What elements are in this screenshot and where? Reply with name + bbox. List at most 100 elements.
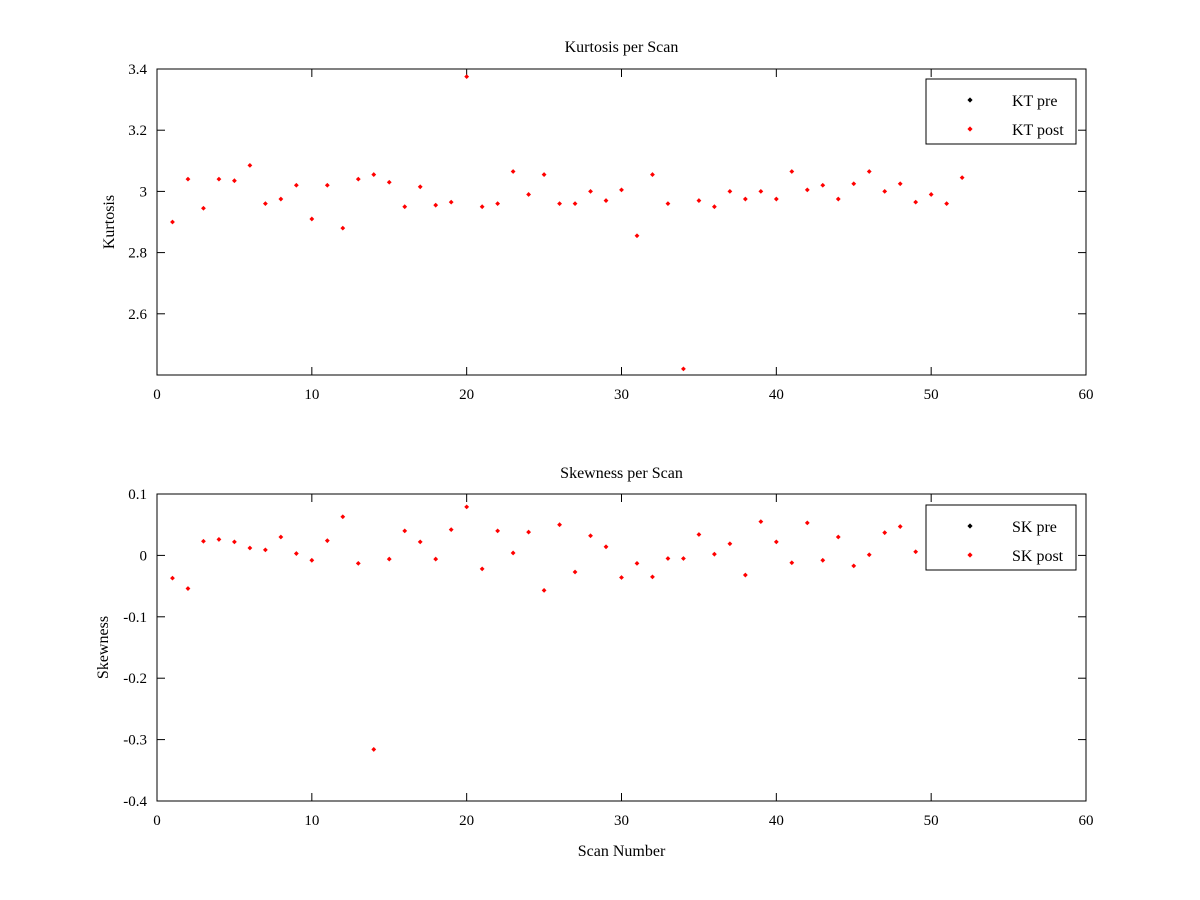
data-point bbox=[386, 556, 392, 562]
data-point bbox=[495, 201, 501, 207]
skewness-legend-box bbox=[925, 504, 1077, 571]
data-point bbox=[309, 216, 315, 222]
y-tick-label: 2.8 bbox=[128, 246, 147, 262]
data-point bbox=[324, 182, 330, 188]
data-point bbox=[510, 169, 516, 174]
kurtosis-y-axis-label: Kurtosis bbox=[101, 195, 118, 249]
kurtosis-points bbox=[170, 74, 965, 372]
x-tick-label: 0 bbox=[153, 813, 161, 829]
y-tick-label: 3.4 bbox=[128, 62, 147, 78]
data-point bbox=[835, 534, 841, 540]
x-tick-label: 10 bbox=[304, 813, 319, 829]
data-point bbox=[820, 182, 826, 188]
x-tick-label: 10 bbox=[304, 387, 319, 403]
data-point bbox=[293, 551, 299, 556]
data-point bbox=[758, 189, 764, 194]
data-point bbox=[464, 74, 470, 80]
data-point bbox=[773, 196, 779, 202]
data-point bbox=[634, 233, 640, 239]
data-point bbox=[464, 504, 470, 510]
data-point bbox=[293, 182, 299, 188]
data-point bbox=[588, 189, 593, 194]
kurtosis-ticks: 0 10 20 30 40 50 60 2.6 2.8 3 3.2 3.4 bbox=[128, 62, 1093, 403]
kurtosis-legend-box bbox=[925, 78, 1077, 145]
data-point bbox=[603, 544, 609, 550]
y-tick-label: 3 bbox=[140, 184, 148, 200]
data-point bbox=[340, 225, 346, 231]
data-point bbox=[232, 178, 237, 184]
x-tick-label: 60 bbox=[1079, 813, 1094, 829]
skewness-x-axis-label: Scan Number bbox=[578, 843, 666, 860]
data-point bbox=[650, 574, 655, 580]
data-point bbox=[448, 527, 454, 533]
data-point bbox=[913, 199, 919, 205]
data-point bbox=[897, 181, 903, 187]
data-point bbox=[681, 366, 686, 372]
data-point bbox=[588, 533, 593, 539]
data-point bbox=[170, 575, 175, 581]
data-point bbox=[417, 539, 423, 545]
data-point bbox=[820, 557, 826, 563]
y-tick-label: -0.2 bbox=[123, 671, 147, 687]
data-point bbox=[262, 547, 268, 553]
skewness-ticks: 0 10 20 30 40 50 60 -0.4 -0.3 -0.2 -0.1 0 0.1 bbox=[123, 487, 1093, 829]
data-point bbox=[866, 552, 872, 558]
data-point bbox=[324, 538, 330, 544]
skewness-chart-title: Skewness per Scan bbox=[560, 465, 683, 482]
data-point bbox=[479, 566, 485, 572]
data-point bbox=[913, 549, 919, 555]
data-point bbox=[789, 560, 795, 566]
data-point bbox=[773, 539, 779, 545]
data-point bbox=[727, 189, 733, 194]
data-point bbox=[665, 556, 671, 561]
data-point bbox=[959, 175, 965, 181]
data-point bbox=[262, 201, 268, 207]
data-point bbox=[216, 537, 222, 542]
data-point bbox=[371, 172, 377, 177]
data-point bbox=[712, 551, 717, 557]
legend-label-kt-pre: KT pre bbox=[1012, 93, 1057, 110]
data-point bbox=[433, 202, 439, 208]
data-point bbox=[510, 550, 516, 556]
x-tick-label: 50 bbox=[924, 387, 939, 403]
data-point bbox=[479, 204, 485, 210]
legend-label-kt-post: KT post bbox=[1012, 122, 1064, 139]
data-point bbox=[665, 201, 671, 207]
data-point bbox=[417, 184, 423, 190]
legend-label-sk-post: SK post bbox=[1012, 548, 1064, 565]
data-point bbox=[232, 539, 237, 545]
data-point bbox=[201, 538, 206, 544]
data-point bbox=[340, 514, 346, 520]
data-point bbox=[526, 529, 531, 535]
data-point bbox=[696, 198, 702, 203]
data-point bbox=[603, 198, 609, 203]
y-tick-label: 0 bbox=[140, 548, 148, 564]
data-point bbox=[526, 192, 531, 197]
data-point bbox=[247, 162, 253, 168]
data-point bbox=[201, 205, 206, 211]
data-point bbox=[433, 556, 439, 562]
kurtosis-legend: KT pre KT post bbox=[925, 78, 1077, 145]
y-tick-label: -0.1 bbox=[123, 610, 147, 626]
data-point bbox=[804, 520, 810, 526]
data-point bbox=[309, 557, 315, 563]
x-tick-label: 40 bbox=[769, 387, 784, 403]
data-point bbox=[355, 560, 361, 566]
x-tick-label: 30 bbox=[614, 813, 629, 829]
skewness-legend: SK pre SK post bbox=[925, 504, 1077, 571]
data-point bbox=[402, 204, 408, 210]
data-point bbox=[448, 199, 454, 205]
data-point bbox=[557, 201, 562, 207]
skewness-y-axis-label: Skewness bbox=[95, 616, 112, 679]
y-tick-label: -0.4 bbox=[123, 794, 147, 810]
data-point bbox=[371, 747, 377, 752]
x-tick-label: 50 bbox=[924, 813, 939, 829]
data-point bbox=[185, 176, 191, 182]
data-point bbox=[928, 192, 934, 197]
data-point bbox=[185, 586, 191, 591]
data-point bbox=[712, 204, 717, 210]
data-point bbox=[634, 560, 640, 566]
data-point bbox=[572, 201, 578, 207]
data-point bbox=[247, 545, 253, 551]
